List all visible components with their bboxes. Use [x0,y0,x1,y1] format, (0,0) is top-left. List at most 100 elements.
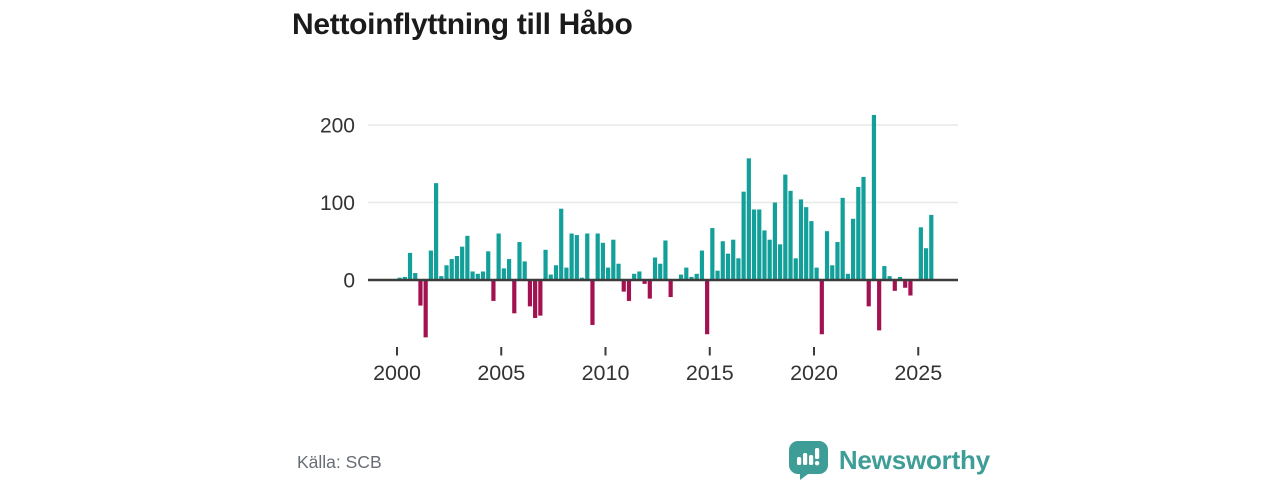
bar [788,190,793,280]
bar [439,276,444,280]
bar [569,233,574,280]
bar [725,253,731,280]
bar [736,258,741,280]
bar [538,280,543,316]
brand-name: Newsworthy [838,444,990,475]
bar [830,265,835,280]
bar [746,158,751,280]
bar [793,258,798,280]
bar [871,114,877,280]
bar [433,183,439,280]
bar [887,276,892,280]
bar [475,273,480,280]
bar [866,280,871,307]
bar [757,209,762,280]
bar [840,197,845,280]
bar [402,276,407,280]
bar [543,249,548,280]
bar [762,230,767,280]
bar [564,267,569,280]
bar [850,218,856,280]
bar [663,240,668,280]
chart-title: Nettoinflyttning till Håbo [292,8,633,41]
bar [804,207,809,280]
bar [506,259,512,280]
bar [553,265,559,280]
bar [606,267,611,280]
source-note: Källa: SCB [297,452,382,472]
bar [845,273,850,280]
bar [741,191,746,280]
bar [767,239,772,280]
bar [658,263,663,280]
bar [480,271,486,280]
x-tick-label: 2020 [790,361,838,385]
bar [428,250,433,280]
y-tick-label: 0 [343,270,355,293]
bar [705,280,710,335]
bar [632,273,637,280]
bar [819,280,824,335]
bar [559,208,564,280]
bar [835,242,840,280]
y-tick-label: 100 [320,192,355,215]
newsworthy-logo-icon [788,441,828,480]
bar [454,255,460,280]
bar [678,274,684,280]
bar [533,280,538,318]
bar [882,266,887,280]
bar [527,280,533,307]
x-tick-label: 2015 [686,361,734,385]
bar [642,280,647,284]
bar [877,280,882,331]
bar [449,259,454,280]
bar [814,267,819,280]
bar [418,280,423,306]
bar [903,280,908,288]
bar [861,176,866,280]
bar [574,235,579,280]
bar [694,273,699,280]
x-tick-label: 2010 [582,361,630,385]
bar [715,270,720,280]
bar [720,241,725,280]
bar [710,228,715,280]
mini-bar-chart-glyph [796,448,820,466]
bar [590,280,595,325]
bar [689,276,694,280]
bar [751,209,757,280]
bar [522,261,527,280]
bar [668,280,673,298]
bar [486,251,491,280]
bar [600,242,605,280]
x-tick-label: 2005 [477,361,525,385]
bar [470,271,475,280]
x-tick-label: 2025 [894,361,942,385]
bar [918,227,923,280]
bar [897,276,903,280]
bar [923,248,929,280]
bar [778,244,783,280]
bar [517,242,522,280]
bar [512,280,517,314]
bar [585,233,590,280]
bar [611,239,616,280]
bar [496,233,501,280]
bar [465,235,470,280]
bar [501,268,506,280]
bar [621,280,626,292]
bar [491,280,496,301]
bar [809,221,814,280]
bar [684,267,689,280]
bar [637,271,642,280]
bar [908,280,913,296]
bar [595,233,600,280]
bar [699,250,705,280]
bar [652,257,658,280]
y-tick-label: 200 [320,115,355,138]
bar [413,273,418,280]
bar [772,202,778,280]
bar [460,246,465,280]
